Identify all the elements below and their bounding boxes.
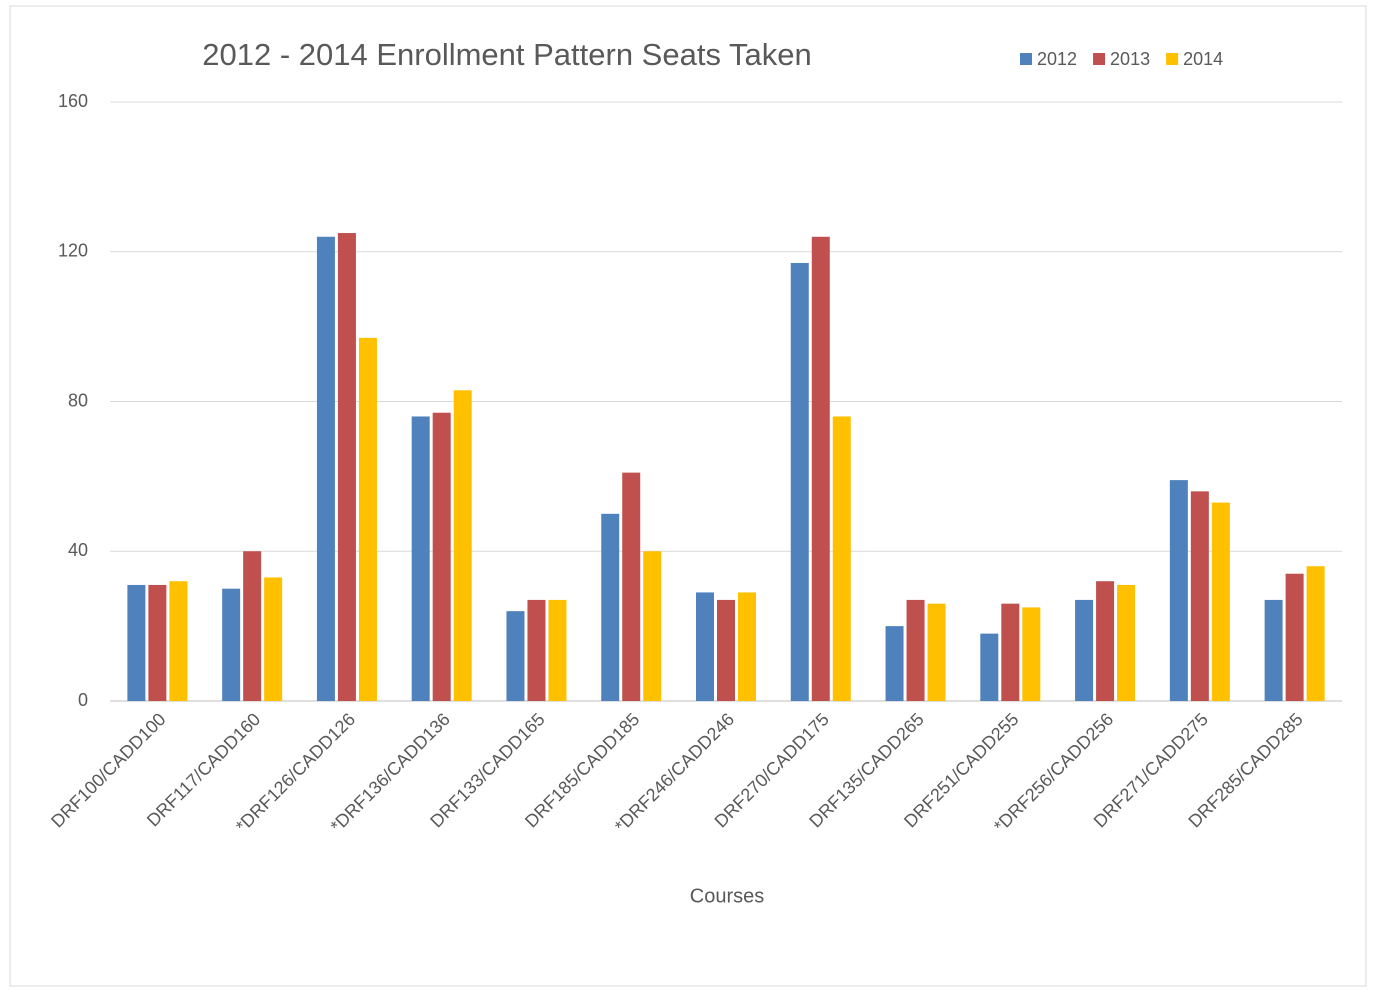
bar <box>148 584 167 701</box>
bar <box>696 592 714 701</box>
bar <box>1022 607 1041 701</box>
bar <box>1190 491 1209 701</box>
bar <box>548 599 567 701</box>
bar <box>1285 573 1304 701</box>
bar <box>811 236 830 701</box>
bar <box>1075 599 1094 701</box>
y-tick-label: 0 <box>78 690 88 710</box>
bar <box>643 551 662 701</box>
y-tick-label: 40 <box>68 540 88 560</box>
bar <box>432 412 451 701</box>
legend-swatch <box>1166 53 1179 65</box>
bar <box>980 633 999 701</box>
bar <box>358 337 377 701</box>
bar <box>1001 603 1020 701</box>
bar <box>738 592 756 701</box>
bar <box>1264 599 1283 701</box>
bar <box>906 599 925 701</box>
bar <box>601 513 620 701</box>
bar <box>337 233 356 701</box>
bar <box>316 236 335 701</box>
bar <box>832 416 851 701</box>
bar <box>885 626 904 701</box>
chart-title: 2012 - 2014 Enrollment Pattern Seats Tak… <box>202 37 811 72</box>
bar <box>222 588 241 701</box>
bar <box>1306 566 1325 701</box>
bar <box>453 390 472 701</box>
y-tick-label: 120 <box>58 241 88 261</box>
legend-label: 2012 <box>1037 49 1077 69</box>
bar <box>717 599 735 701</box>
y-tick-label: 80 <box>68 390 88 410</box>
bar <box>411 416 430 701</box>
bar <box>622 472 641 701</box>
bar <box>1096 581 1115 701</box>
legend-swatch <box>1020 53 1032 65</box>
bar <box>1169 480 1188 701</box>
bar <box>1117 584 1136 701</box>
bar <box>506 611 525 701</box>
bar <box>790 262 809 701</box>
bar <box>527 599 546 701</box>
legend-swatch <box>1093 53 1106 65</box>
bar <box>927 603 946 701</box>
chart-border <box>9 5 1367 987</box>
bar <box>169 581 188 701</box>
legend-label: 2014 <box>1183 49 1223 69</box>
bar <box>243 551 262 701</box>
y-tick-label: 160 <box>58 91 88 111</box>
bar <box>1211 502 1230 701</box>
legend-label: 2013 <box>1110 49 1150 69</box>
bar <box>264 577 283 701</box>
x-axis-title: Courses <box>690 885 764 907</box>
bar <box>127 584 146 701</box>
